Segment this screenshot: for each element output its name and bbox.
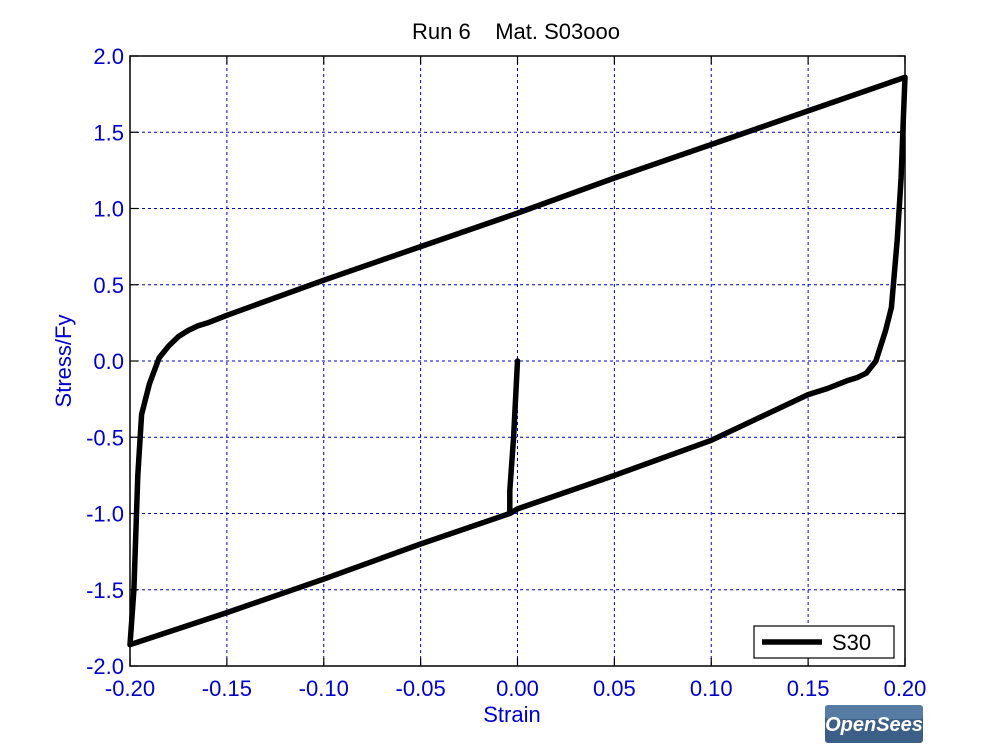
logo-highlight — [825, 705, 923, 719]
x-tick-label: -0.20 — [105, 676, 155, 701]
x-tick-label: -0.15 — [202, 676, 252, 701]
y-tick-label: 1.0 — [93, 197, 124, 222]
x-tick-labels: -0.20 -0.15 -0.10 -0.05 0.00 0.05 0.10 0.15 0.20 — [105, 676, 926, 701]
series-line-s30 — [127, 74, 908, 648]
y-tick-label: -1.5 — [86, 578, 124, 603]
chart-title: Run 6 Mat. S03ooo — [412, 19, 620, 44]
y-tick-label: -2.0 — [86, 654, 124, 679]
y-tick-label: 1.5 — [93, 120, 124, 145]
x-tick-label: -0.05 — [396, 676, 446, 701]
plot-frame — [129, 55, 906, 667]
legend: S30 — [753, 625, 895, 659]
x-axis-label: Strain — [483, 702, 540, 727]
opensees-logo: OpenSees — [825, 705, 923, 743]
y-tick-label: 0.0 — [93, 349, 124, 374]
x-tick-label: 0.05 — [593, 676, 636, 701]
x-tick-label: 0.20 — [884, 676, 927, 701]
y-tick-label: -1.0 — [86, 502, 124, 527]
x-tick-label: 0.15 — [787, 676, 830, 701]
legend-label-s30: S30 — [832, 630, 871, 655]
y-tick-label: 0.5 — [93, 273, 124, 298]
y-tick-label: -0.5 — [86, 425, 124, 450]
x-tick-label: 0.00 — [496, 676, 539, 701]
y-tick-label: 2.0 — [93, 44, 124, 69]
x-tick-label: -0.10 — [299, 676, 349, 701]
y-tick-labels: 2.0 1.5 1.0 0.5 0.0 -0.5 -1.0 -1.5 -2.0 — [86, 44, 124, 679]
y-axis-label: Stress/Fy — [51, 315, 76, 408]
logo-text: OpenSees — [825, 714, 923, 736]
x-tick-label: 0.10 — [690, 676, 733, 701]
